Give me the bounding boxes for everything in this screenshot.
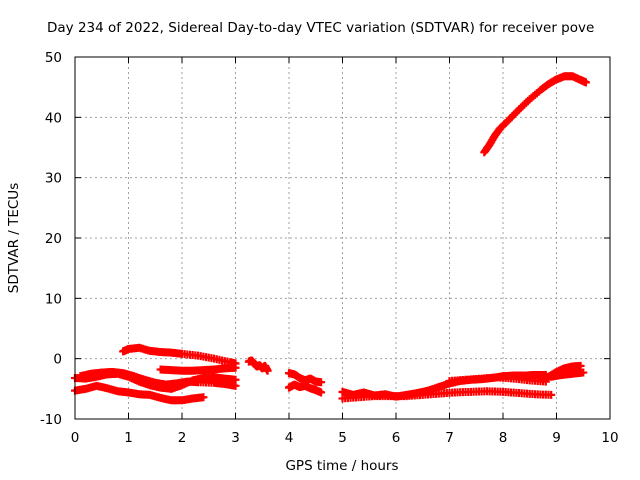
x-tick-label: 4 (285, 430, 294, 446)
series-arc-6 (244, 356, 272, 375)
tick-labels: 0 1 2 3 4 5 6 7 8 9 10 -10 0 10 20 30 40 50 (40, 50, 619, 446)
series-arc-7 (285, 369, 326, 387)
data-point (547, 390, 556, 399)
x-tick-label: 7 (445, 430, 454, 446)
grid (75, 57, 610, 419)
data-point (231, 363, 240, 372)
x-tick-label: 10 (601, 430, 618, 446)
series-arc-14 (480, 72, 590, 157)
data-point (199, 393, 208, 402)
series-arc-1 (119, 343, 240, 368)
data-point (263, 366, 272, 375)
series-arc-8 (285, 380, 326, 397)
x-tick-label: 6 (392, 430, 401, 446)
data-point (576, 361, 585, 370)
data-point (317, 388, 326, 397)
y-tick-label: 30 (45, 171, 62, 187)
chart-title: Day 234 of 2022, Sidereal Day-to-day VTE… (47, 20, 594, 36)
x-tick-label: 3 (231, 430, 240, 446)
x-axis-label: GPS time / hours (285, 458, 398, 474)
plot-frame (74, 56, 611, 420)
y-tick-label: -10 (40, 412, 62, 428)
data-point (579, 368, 588, 377)
series-arc-13 (547, 368, 588, 381)
series-arc-4 (76, 367, 240, 390)
y-tick-label: 20 (45, 231, 62, 247)
series-arc-10 (338, 387, 556, 403)
x-tick-label: 5 (338, 430, 347, 446)
y-tick-label: 40 (45, 110, 62, 126)
y-tick-label: 50 (45, 50, 62, 66)
y-tick-label: 10 (45, 291, 62, 307)
y-axis-label: SDTVAR / TECUs (6, 183, 22, 293)
data-point (581, 78, 590, 87)
y-tick-label: 0 (53, 352, 62, 368)
x-tick-label: 8 (499, 430, 508, 446)
data-point (231, 381, 240, 390)
series-arc-5 (156, 363, 240, 375)
data-points (71, 72, 590, 405)
x-tick-label: 9 (552, 430, 561, 446)
x-tick-label: 2 (178, 430, 187, 446)
x-tick-label: 1 (124, 430, 133, 446)
x-tick-label: 0 (71, 430, 80, 446)
data-point (317, 378, 326, 387)
